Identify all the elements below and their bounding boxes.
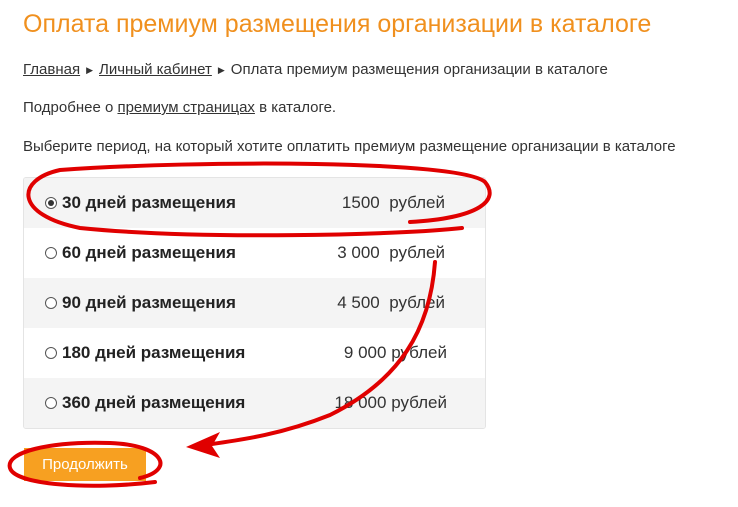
chevron-right-icon: ▶ [86, 65, 94, 75]
info-suffix: в каталоге. [254, 99, 337, 116]
breadcrumb-current: Оплата премиум размещения организации в … [230, 61, 608, 78]
option-price: 3 000 рублей [337, 243, 445, 262]
info-text: Подробнее о премиум страницах в каталоге… [23, 99, 336, 116]
radio-button[interactable] [45, 197, 57, 209]
option-label: 360 дней размещения [62, 393, 246, 412]
option-180[interactable]: 180 дней размещения 9 000 рублей [24, 328, 485, 378]
continue-button[interactable]: Продолжить [24, 448, 146, 481]
option-label: 30 дней размещения [62, 193, 236, 212]
radio-button[interactable] [45, 247, 57, 259]
option-price: 4 500 рублей [337, 293, 445, 312]
option-label: 180 дней размещения [62, 343, 246, 362]
radio-button[interactable] [45, 297, 57, 309]
option-price: 1500 рублей [341, 193, 445, 212]
instruction-text: Выберите период, на который хотите оплат… [23, 138, 676, 155]
arrow-head-icon [186, 432, 220, 458]
premium-pages-link[interactable]: премиум страницах [117, 99, 255, 116]
chevron-right-icon: ▶ [217, 65, 225, 75]
option-90[interactable]: 90 дней размещения 4 500 рублей [24, 278, 485, 328]
option-60[interactable]: 60 дней размещения 3 000 рублей [24, 228, 485, 278]
option-price: 9 000 рублей [343, 343, 447, 362]
breadcrumb-account[interactable]: Личный кабинет [99, 61, 212, 78]
option-30[interactable]: 30 дней размещения 1500 рублей [24, 178, 485, 228]
breadcrumb: Главная ▶ Личный кабинет ▶ Оплата премиум ра… [23, 61, 608, 78]
breadcrumb-home[interactable]: Главная [23, 61, 81, 78]
info-prefix: Подробнее о [23, 99, 118, 116]
page-title: Оплата премиум размещения организации в … [23, 10, 652, 38]
option-360[interactable]: 360 дней размещения 18 000 рублей [24, 378, 485, 428]
option-price: 18 000 рублей [334, 393, 447, 412]
option-label: 60 дней размещения [62, 243, 236, 262]
radio-button[interactable] [45, 397, 57, 409]
option-label: 90 дней размещения [62, 293, 236, 312]
radio-button[interactable] [45, 347, 57, 359]
period-options: 30 дней размещения 1500 рублей 60 дней ра… [23, 177, 486, 429]
